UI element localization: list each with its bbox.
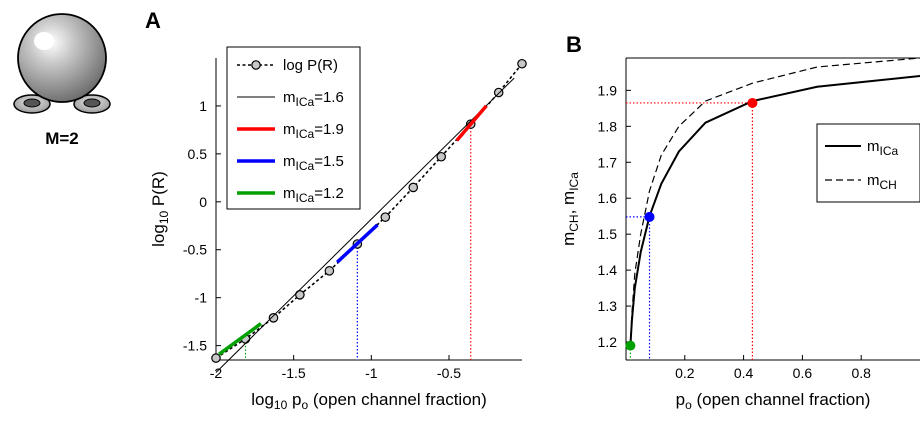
highlight-point: [644, 211, 655, 222]
series-logpr-marker: [408, 182, 419, 193]
series-logpr-marker: [211, 353, 221, 363]
legend-entry-label: mICa=1.2: [283, 185, 344, 205]
x-tick-label: 0.6: [793, 365, 813, 381]
series-tangent-line: [455, 104, 488, 142]
series-mica-line: [629, 75, 920, 346]
y-tick-label: 1.9: [598, 82, 618, 98]
x-tick-label: 0.4: [734, 365, 754, 381]
y-tick-label: 1.4: [598, 262, 618, 278]
y-tick-label: 1.6: [598, 190, 618, 206]
x-tick-label: -0.5: [437, 365, 461, 381]
legend-swatch-marker: [251, 60, 261, 70]
legend-entry-label: mICa=1.9: [283, 121, 344, 141]
series-logpr-marker: [517, 58, 527, 69]
legend-entry-label: mICa=1.6: [283, 89, 344, 109]
y-tick-label: 0: [199, 194, 207, 210]
y-tick-label: 1.7: [598, 154, 618, 170]
panel-b-label: B: [566, 32, 582, 57]
two-electrode-channel-icon: [13, 13, 111, 114]
series-mch-line: [629, 57, 920, 346]
x-tick-label: -1.5: [282, 365, 306, 381]
y-tick-label: 1.8: [598, 118, 618, 134]
y-tick-label: 0.5: [188, 146, 208, 162]
series-fit-line: [215, 77, 515, 373]
series-tangent-line: [336, 223, 379, 264]
series-tangent-line: [218, 322, 263, 356]
x-axis-label: log10 po (open channel fraction): [251, 390, 487, 412]
y-tick-label: 1.2: [598, 334, 618, 350]
legend-box: [816, 123, 920, 203]
series-logpr-marker: [295, 290, 305, 300]
panel-a-label: A: [145, 8, 161, 33]
icon-label: M=2: [45, 129, 79, 148]
y-axis-label: mCH, mICa: [559, 172, 581, 246]
legend-entry-label: mICa=1.5: [283, 153, 344, 173]
x-tick-label: 0.2: [675, 365, 695, 381]
y-tick-label: 1: [199, 98, 207, 114]
y-tick-label: -0.5: [183, 242, 207, 258]
highlight-point: [625, 340, 636, 351]
series-logpr-marker: [436, 151, 447, 162]
legend-entry-label: mCH: [867, 172, 897, 192]
y-tick-label: 1.3: [598, 298, 618, 314]
highlight-point: [747, 97, 758, 108]
x-axis-label: po (open channel fraction): [676, 390, 871, 412]
legend-entry-label: mICa: [867, 138, 899, 158]
series-logpr-marker: [493, 87, 504, 98]
x-tick-label: 0.8: [851, 365, 871, 381]
chart-panel-b: 0.2 0.4 0.6 0.8 1.2 1.3 1.4 1.5 1.6 1.7 1.8 1.9 po (…: [559, 57, 920, 412]
y-tick-label: -1.5: [183, 338, 207, 354]
series-logpr-marker: [268, 313, 279, 323]
legend-entry-label: log P(R): [283, 57, 338, 74]
x-tick-label: -1: [365, 365, 378, 381]
series-logpr-marker: [324, 266, 335, 276]
series-logpr-marker: [380, 212, 391, 222]
y-axis-label: log10 P(R): [149, 171, 171, 247]
y-tick-label: -1: [195, 290, 208, 306]
y-tick-label: 1.5: [598, 226, 618, 242]
